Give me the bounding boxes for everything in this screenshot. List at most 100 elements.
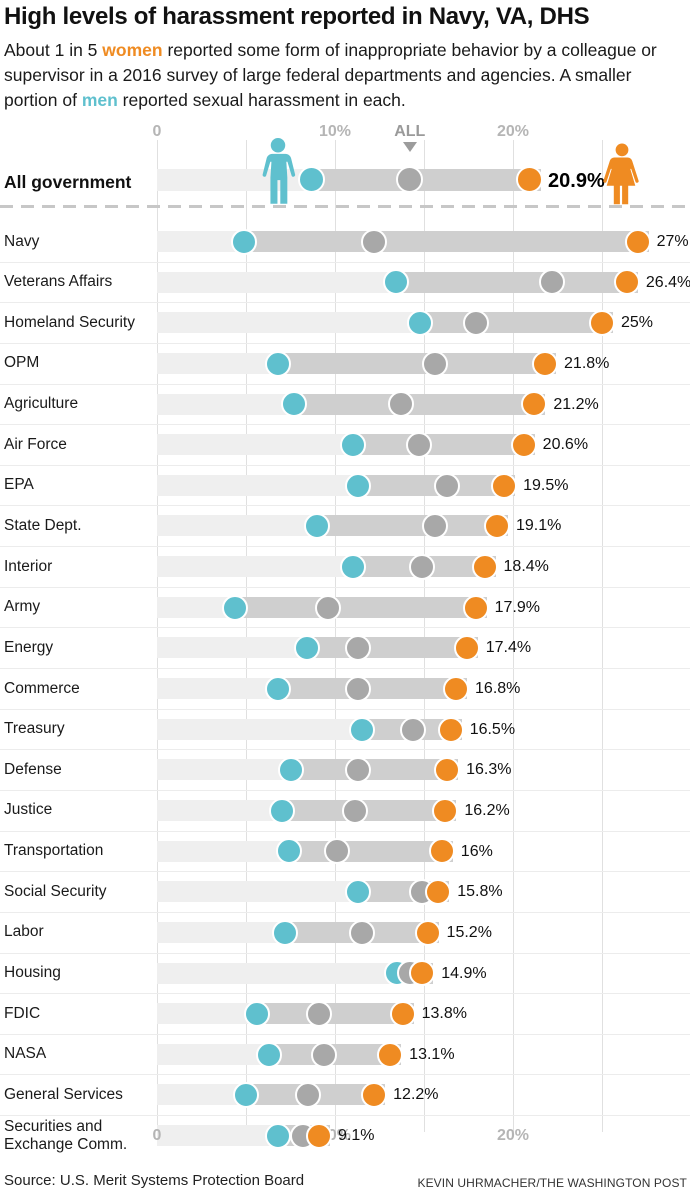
row-label: General Services — [4, 1085, 123, 1103]
agency-row: State Dept. 19.1% — [0, 506, 690, 548]
track-background — [157, 434, 353, 456]
agency-row: Commerce 16.8% — [0, 669, 690, 710]
track-background — [157, 231, 245, 252]
value-label: 19.1% — [515, 517, 562, 535]
agency-row: Labor 15.2% — [0, 913, 690, 954]
track-background — [157, 1084, 246, 1106]
track-background — [157, 962, 398, 984]
row-label: Treasury — [4, 720, 65, 738]
men-dot — [304, 513, 331, 540]
track-range — [306, 637, 478, 659]
men-dot — [339, 553, 366, 580]
women-dot — [409, 960, 436, 987]
agency-row: General Services 12.2% — [0, 1075, 690, 1117]
row-label: Interior — [4, 557, 53, 575]
all-dot — [434, 472, 461, 499]
source-note: Source: U.S. Merit Systems Protection Bo… — [4, 1172, 305, 1189]
value-label: 16.2% — [464, 801, 510, 819]
axis-tick-label: 20% — [496, 123, 530, 140]
men-dot — [382, 269, 409, 296]
women-dot — [491, 472, 518, 499]
value-label: 14.9% — [441, 964, 487, 982]
all-dot — [396, 166, 424, 193]
all-dot — [409, 553, 436, 580]
byline-credit: KEVIN UHRMACHER/THE WASHINGTON POST — [417, 1176, 687, 1190]
women-dot — [471, 553, 498, 580]
value-label: 17.9% — [494, 598, 540, 616]
agency-row: Justice 16.2% — [0, 791, 690, 832]
women-dot — [510, 432, 537, 459]
axis-tick-label: 0 — [152, 1127, 162, 1144]
all-dot — [400, 716, 427, 743]
track-background — [157, 393, 295, 415]
track-background — [157, 1043, 270, 1065]
track-background — [157, 515, 318, 537]
track-background — [157, 271, 396, 293]
women-dot — [434, 757, 461, 784]
agency-row: Interior 18.4% — [0, 547, 690, 588]
all-dot — [539, 269, 566, 296]
track-background — [157, 1003, 257, 1025]
row-label: Air Force — [4, 435, 67, 453]
value-label: 15.8% — [457, 883, 503, 901]
agency-rows: Navy 27% Veterans Affairs 26.4% Homeland Sec… — [0, 222, 690, 1156]
agency-row: Treasury 16.5% — [0, 710, 690, 751]
hero-row-label: All government — [4, 172, 132, 192]
women-dot — [624, 228, 651, 255]
women-dot — [428, 838, 455, 865]
man-icon — [262, 138, 296, 204]
chart-title: High levels of harassment reported in Na… — [4, 3, 590, 30]
row-label: Housing — [4, 964, 61, 982]
gridline-tick — [157, 140, 158, 1132]
track-range — [420, 312, 613, 334]
value-label: 16.3% — [466, 761, 512, 779]
track-background — [157, 1125, 279, 1147]
agency-row: Securities and Exchange Comm. 9.1% — [0, 1116, 690, 1156]
row-label: Transportation — [4, 842, 104, 860]
all-dot — [314, 594, 341, 621]
value-label: 20.6% — [542, 436, 589, 454]
women-dot — [414, 919, 441, 946]
all-marker-arrow-icon — [402, 142, 417, 152]
gridline-tick — [513, 140, 514, 1132]
row-label: EPA — [4, 476, 34, 494]
track-range — [278, 678, 468, 700]
value-label: 17.4% — [485, 639, 532, 657]
women-dot — [443, 675, 470, 702]
agency-row: Homeland Security 25% — [0, 303, 690, 344]
track-range — [235, 596, 487, 618]
agency-row: Social Security 15.8% — [0, 872, 690, 913]
men-dot — [281, 391, 308, 418]
track-range — [256, 1003, 414, 1025]
value-label: 21.2% — [553, 395, 599, 413]
all-dot — [345, 635, 372, 662]
all-dot — [421, 350, 448, 377]
all-dot — [345, 675, 372, 702]
track-range — [281, 799, 457, 821]
all-dot — [361, 228, 388, 255]
agency-row: FDIC 13.8% — [0, 994, 690, 1035]
agency-row: OPM 21.8% — [0, 344, 690, 385]
value-label: 18.4% — [503, 558, 549, 576]
track-background — [157, 474, 359, 496]
track-range — [395, 271, 638, 293]
women-dot — [377, 1041, 404, 1068]
men-dot — [268, 797, 295, 824]
men-dot — [348, 716, 375, 743]
women-dot — [613, 269, 640, 296]
all-dot — [462, 310, 489, 337]
men-dot — [222, 594, 249, 621]
track-background — [157, 678, 279, 700]
value-label: 16.8% — [475, 680, 521, 698]
agency-row: Navy 27% — [0, 222, 690, 263]
row-label: Labor — [4, 923, 44, 941]
row-label: Commerce — [4, 679, 80, 697]
track-background — [157, 881, 359, 903]
men-dot — [298, 166, 326, 193]
track-range — [352, 434, 535, 456]
row-label: State Dept. — [4, 516, 82, 534]
women-dot — [532, 350, 559, 377]
men-dot — [345, 472, 372, 499]
men-dot — [293, 635, 320, 662]
subtitle-text: reported some form of inappropriate beha… — [4, 40, 657, 110]
